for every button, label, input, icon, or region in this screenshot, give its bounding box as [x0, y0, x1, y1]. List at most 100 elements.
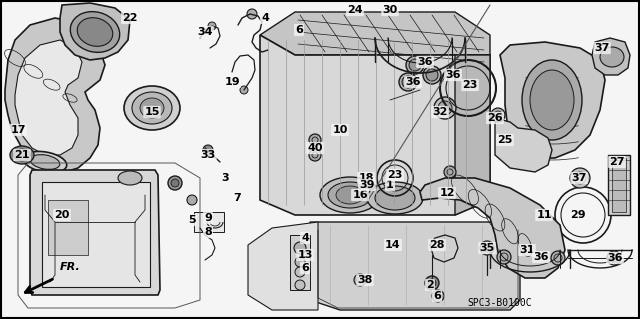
Text: 14: 14 — [385, 240, 401, 250]
Text: 36: 36 — [445, 70, 461, 80]
Text: 17: 17 — [10, 125, 26, 135]
Circle shape — [480, 241, 494, 255]
Circle shape — [282, 18, 294, 30]
Text: 37: 37 — [595, 43, 610, 53]
Bar — [194, 212, 224, 232]
Circle shape — [428, 279, 436, 287]
Text: 13: 13 — [298, 250, 313, 260]
Text: 37: 37 — [572, 173, 587, 183]
Text: 39: 39 — [359, 180, 375, 190]
Text: 6: 6 — [433, 291, 441, 301]
Text: 7: 7 — [233, 193, 241, 203]
Ellipse shape — [23, 152, 67, 173]
Circle shape — [574, 172, 586, 184]
Circle shape — [263, 45, 273, 55]
Polygon shape — [495, 118, 552, 172]
Circle shape — [494, 111, 502, 119]
Text: 23: 23 — [462, 80, 477, 90]
Text: 33: 33 — [200, 150, 216, 160]
Text: 40: 40 — [307, 143, 323, 153]
Polygon shape — [260, 12, 490, 55]
Circle shape — [171, 179, 179, 187]
Text: 10: 10 — [332, 125, 348, 135]
Text: 36: 36 — [607, 253, 623, 263]
Circle shape — [423, 66, 441, 84]
Text: 35: 35 — [479, 243, 495, 253]
Text: 6: 6 — [295, 25, 303, 35]
Circle shape — [425, 276, 439, 290]
Ellipse shape — [522, 60, 582, 140]
Ellipse shape — [530, 70, 574, 130]
Circle shape — [208, 22, 216, 30]
Text: 34: 34 — [197, 27, 212, 37]
Circle shape — [426, 69, 438, 81]
Text: 11: 11 — [536, 210, 552, 220]
Ellipse shape — [320, 177, 380, 213]
Bar — [608, 155, 630, 215]
Polygon shape — [500, 42, 605, 158]
Text: 18: 18 — [358, 173, 374, 183]
Text: 26: 26 — [487, 113, 503, 123]
Circle shape — [294, 242, 306, 254]
Circle shape — [434, 97, 456, 119]
Text: 21: 21 — [14, 150, 29, 160]
Circle shape — [438, 101, 452, 115]
Circle shape — [491, 108, 505, 122]
Ellipse shape — [124, 86, 180, 130]
Text: 8: 8 — [204, 227, 212, 237]
Ellipse shape — [14, 149, 30, 161]
Circle shape — [247, 9, 257, 19]
Text: FR.: FR. — [60, 262, 81, 272]
Text: 32: 32 — [432, 107, 448, 117]
Text: 24: 24 — [347, 5, 363, 15]
Text: 31: 31 — [519, 245, 534, 255]
Ellipse shape — [118, 171, 142, 185]
Text: 12: 12 — [439, 188, 455, 198]
Text: 27: 27 — [609, 157, 625, 167]
Ellipse shape — [140, 98, 164, 118]
Text: 23: 23 — [387, 170, 403, 180]
Text: 25: 25 — [497, 135, 513, 145]
Ellipse shape — [600, 47, 624, 67]
Text: 29: 29 — [570, 210, 586, 220]
Circle shape — [309, 134, 321, 146]
Circle shape — [309, 149, 321, 161]
Text: 30: 30 — [382, 5, 397, 15]
Ellipse shape — [328, 182, 372, 208]
Ellipse shape — [77, 18, 113, 46]
Circle shape — [406, 56, 424, 74]
Text: 5: 5 — [188, 215, 196, 225]
Ellipse shape — [10, 146, 34, 164]
Ellipse shape — [30, 155, 60, 169]
Polygon shape — [248, 222, 318, 310]
Bar — [42, 182, 150, 287]
Bar — [290, 235, 310, 290]
Polygon shape — [30, 170, 160, 295]
Circle shape — [435, 185, 445, 195]
Polygon shape — [592, 38, 630, 75]
Text: 3: 3 — [221, 173, 229, 183]
Circle shape — [295, 267, 305, 277]
Polygon shape — [310, 222, 520, 310]
Polygon shape — [420, 178, 565, 278]
Circle shape — [203, 145, 213, 155]
Circle shape — [187, 195, 197, 205]
Circle shape — [444, 166, 456, 178]
Circle shape — [607, 251, 621, 265]
Text: 36: 36 — [533, 252, 548, 262]
Ellipse shape — [375, 186, 415, 210]
Circle shape — [354, 274, 366, 286]
Text: 6: 6 — [301, 263, 309, 273]
Bar — [48, 200, 88, 255]
Circle shape — [570, 168, 590, 188]
Circle shape — [551, 251, 565, 265]
Circle shape — [409, 59, 421, 71]
Polygon shape — [60, 3, 130, 60]
Circle shape — [399, 73, 417, 91]
Circle shape — [168, 176, 182, 190]
Circle shape — [432, 290, 444, 302]
Ellipse shape — [132, 92, 172, 124]
Text: 36: 36 — [417, 57, 433, 67]
Circle shape — [285, 21, 291, 27]
Text: 2: 2 — [426, 280, 434, 290]
